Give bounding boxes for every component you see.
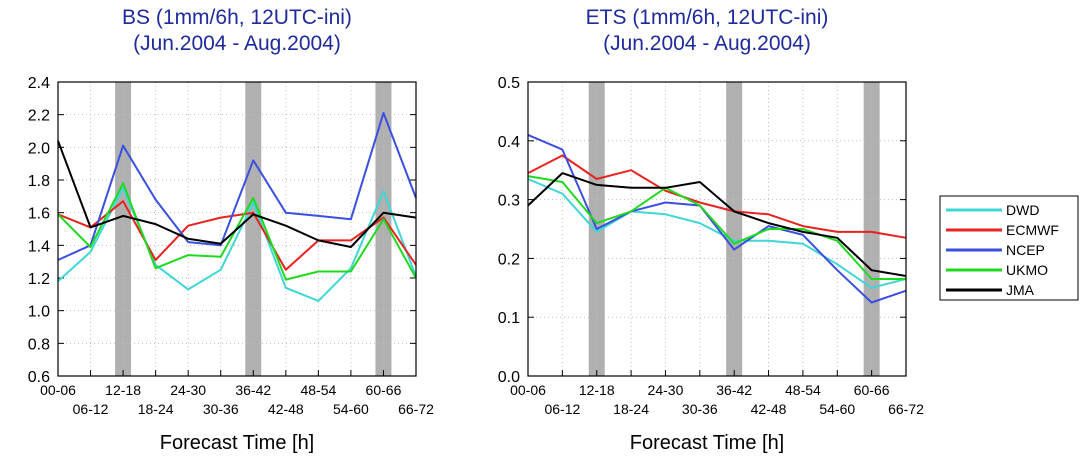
bs-shaded-band [245, 82, 262, 376]
ets-shaded-band [726, 82, 743, 376]
ets-y-tick-label: 0.5 [498, 75, 520, 92]
bs-y-tick-label: 0.6 [28, 369, 50, 386]
ets-y-tick-label: 0.1 [498, 310, 520, 327]
bs-x-category-label: 12-18 [105, 382, 141, 398]
bs-y-tick-label: 0.8 [28, 336, 50, 353]
bs-x-category-label: 36-42 [235, 382, 271, 398]
ets-x-axis-label: Forecast Time [h] [630, 432, 785, 454]
ets-series-line-ukmo [527, 175, 906, 280]
ets-x-category-label: 30-36 [682, 401, 718, 417]
bs-x-category-label: 48-54 [300, 382, 336, 398]
ets-series-line-dwd [527, 178, 907, 289]
ets-x-category-label: 66-72 [888, 401, 924, 417]
bs-x-category-label: 00-06 [40, 382, 76, 398]
equitable-threat-score-panel: ETS (1mm/6h, 12UTC-ini) (Jun.2004 - Aug.… [498, 6, 924, 454]
bs-x-category-label: 60-66 [366, 382, 402, 398]
legend-label-dwd: DWD [1006, 202, 1039, 218]
bs-y-tick-label: 2.4 [28, 75, 50, 92]
bs-x-category-label: 54-60 [333, 401, 369, 417]
bs-plot-frame [57, 81, 417, 377]
legend-label-ncep: NCEP [1006, 242, 1045, 258]
bs-y-tick-label: 1.2 [28, 271, 50, 288]
bs-series-line-ecmwf [57, 200, 417, 271]
ets-x-category-label: 42-48 [751, 401, 787, 417]
ets-x-category-label: 00-06 [510, 382, 546, 398]
bs-y-tick-label: 1.0 [28, 304, 50, 321]
bs-x-category-label: 42-48 [268, 401, 304, 417]
ets-x-category-label: 24-30 [648, 382, 684, 398]
ets-x-category-label: 06-12 [544, 401, 580, 417]
ets-x-category-label: 36-42 [716, 382, 752, 398]
ets-series-line-ecmwf [527, 154, 907, 239]
bs-x-axis-label: Forecast Time [h] [160, 432, 315, 454]
bs-x-category-label: 18-24 [138, 401, 174, 417]
legend-label-jma: JMA [1006, 282, 1035, 298]
ets-shaded-band [863, 82, 880, 376]
chart-legend: DWD ECMWF NCEP UKMO JMA [939, 195, 1079, 301]
ets-y-tick-label: 0.4 [498, 134, 520, 151]
ets-y-tick-label: 0.0 [498, 369, 520, 386]
ets-x-category-label: 18-24 [613, 401, 649, 417]
ets-y-tick-label: 0.3 [498, 193, 520, 210]
bs-series-line-ncep [57, 112, 417, 261]
ets-x-category-label: 48-54 [785, 382, 821, 398]
legend-box [939, 195, 1079, 301]
ets-plot-frame [527, 81, 907, 377]
bs-y-tick-label: 2.0 [28, 140, 50, 157]
bs-series-line-dwd [57, 187, 417, 302]
bias-score-panel: BS (1mm/6h, 12UTC-ini) (Jun.2004 - Aug.2… [28, 6, 434, 454]
ets-y-tick-label: 0.2 [498, 251, 520, 268]
bs-x-category-label: 66-72 [398, 401, 434, 417]
bs-shaded-band [375, 82, 392, 376]
ets-x-category-label: 60-66 [854, 382, 890, 398]
bs-series-line-jma [57, 140, 417, 248]
bs-x-category-label: 06-12 [73, 401, 109, 417]
ets-chart-title: ETS (1mm/6h, 12UTC-ini) [586, 6, 829, 29]
bs-series-line-ukmo [57, 182, 417, 281]
bs-x-category-label: 30-36 [203, 401, 239, 417]
bs-chart-title: BS (1mm/6h, 12UTC-ini) [122, 6, 352, 29]
legend-label-ecmwf: ECMWF [1006, 222, 1059, 238]
bs-y-tick-label: 2.2 [28, 108, 50, 125]
bs-y-tick-label: 1.4 [28, 238, 50, 255]
ets-x-category-label: 12-18 [579, 382, 615, 398]
ets-x-category-label: 54-60 [819, 401, 855, 417]
bs-chart-subtitle: (Jun.2004 - Aug.2004) [133, 32, 341, 55]
legend-label-ukmo: UKMO [1006, 262, 1048, 278]
bs-y-tick-label: 1.6 [28, 206, 50, 223]
ets-chart-subtitle: (Jun.2004 - Aug.2004) [603, 32, 811, 55]
ets-series-line-jma [527, 172, 907, 277]
bs-x-category-label: 24-30 [170, 382, 206, 398]
bs-y-tick-label: 1.8 [28, 173, 50, 190]
